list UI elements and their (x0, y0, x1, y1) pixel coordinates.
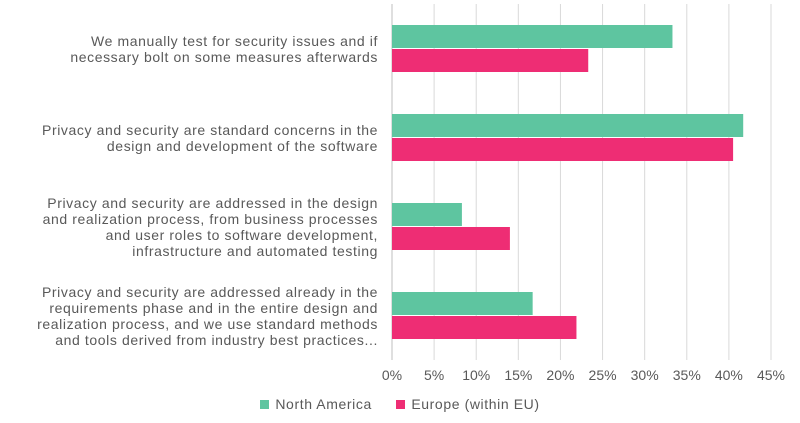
category-label-line: Privacy and security are standard concer… (42, 121, 378, 138)
bar-north-america-4 (392, 292, 533, 315)
category-label-2: Privacy and security are standard concer… (0, 122, 378, 154)
category-label-line: and realization process, from business p… (42, 210, 378, 227)
category-label-line: Privacy and security are addressed alrea… (41, 283, 378, 300)
legend-swatch-europe (396, 399, 406, 409)
x-tick-label: 35% (673, 367, 701, 383)
x-tick-label: 20% (546, 367, 574, 383)
x-tick-label: 0% (382, 367, 402, 383)
category-label-line: infrastructure and automated testing (132, 242, 378, 259)
x-tick-label: 30% (631, 367, 659, 383)
category-label-1: We manually test for security issues and… (0, 33, 378, 65)
x-tick-label: 25% (589, 367, 617, 383)
x-tick-label: 45% (757, 367, 785, 383)
category-label-line: necessary bolt on some measures afterwar… (70, 48, 378, 65)
bar-europe-3 (392, 227, 510, 250)
x-tick-label: 15% (504, 367, 532, 383)
bar-europe-4 (392, 316, 577, 339)
category-label-3: Privacy and security are addressed in th… (0, 195, 378, 259)
category-label-4: Privacy and security are addressed alrea… (0, 284, 378, 348)
x-tick-label: 40% (715, 367, 743, 383)
legend-label-europe: Europe (within EU) (411, 396, 540, 412)
category-label-line: and user roles to software development, (105, 226, 378, 243)
bar-europe-2 (392, 138, 734, 161)
legend-swatch-north-america (260, 399, 270, 409)
category-label-line: Privacy and security are addressed in th… (47, 194, 378, 211)
x-tick-label: 10% (462, 367, 490, 383)
legend-item-north-america: North America (260, 396, 372, 412)
bars (392, 25, 744, 339)
x-axis-ticks: 0% 5% 10% 15% 20% 25% 30% 35% 40% 45% (382, 367, 785, 383)
bar-north-america-3 (392, 203, 462, 226)
x-tick-label: 5% (424, 367, 444, 383)
bar-north-america-1 (392, 25, 673, 48)
category-label-line: realization process, and we use standard… (37, 315, 378, 332)
category-label-line: We manually test for security issues and… (91, 32, 378, 49)
category-label-line: requirements phase and in the entire des… (49, 299, 378, 316)
bar-europe-1 (392, 49, 589, 72)
category-label-line: design and development of the software (106, 137, 378, 154)
legend: North America Europe (within EU) (0, 396, 800, 412)
legend-label-north-america: North America (275, 396, 372, 412)
category-label-line: and tools derived from industry best pra… (55, 331, 378, 348)
legend-item-europe: Europe (within EU) (396, 396, 539, 412)
bar-north-america-2 (392, 114, 744, 137)
